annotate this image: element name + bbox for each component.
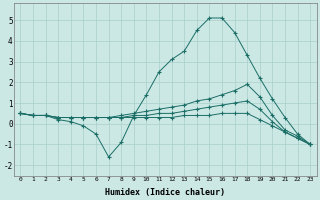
- X-axis label: Humidex (Indice chaleur): Humidex (Indice chaleur): [105, 188, 225, 197]
